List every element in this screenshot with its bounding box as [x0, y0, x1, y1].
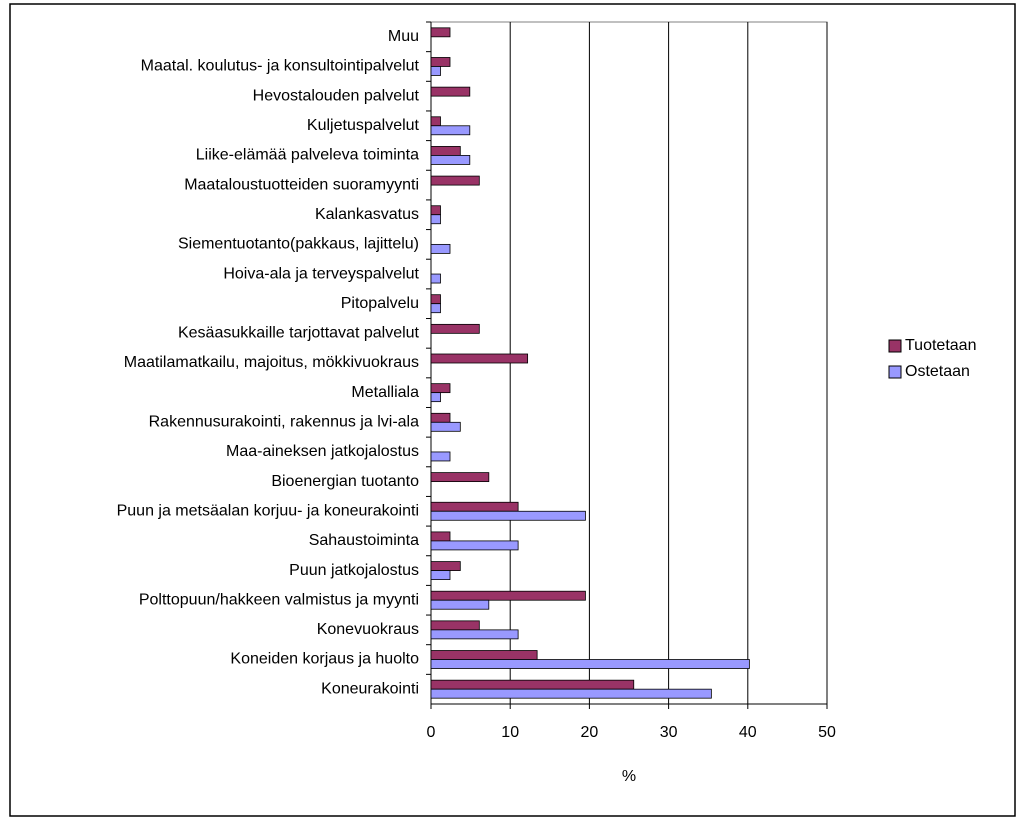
- x-tick-label: 0: [427, 724, 436, 741]
- bar: [430, 205, 441, 216]
- y-tick-label: Pitopalvelu: [341, 295, 419, 312]
- y-tick-label: Puun ja metsäalan korjuu- ja koneurakoin…: [117, 502, 419, 519]
- bar: [430, 650, 538, 660]
- x-tick-label: 50: [818, 724, 836, 741]
- bar: [430, 243, 451, 254]
- bar: [430, 303, 441, 314]
- y-tick-label: Maatal. koulutus- ja konsultointipalvelu…: [141, 58, 420, 75]
- bar: [430, 294, 441, 305]
- bar: [430, 214, 441, 225]
- bar: [430, 688, 712, 699]
- bar: [430, 421, 461, 432]
- bar: [430, 501, 519, 512]
- x-axis-label: %: [622, 768, 636, 785]
- bar: [430, 561, 461, 571]
- y-tick-label: Hoiva-ala ja terveyspalvelut: [223, 265, 419, 282]
- bar: [430, 392, 441, 403]
- bar: [430, 323, 480, 334]
- bar: [430, 383, 451, 394]
- y-tick-label: Bioenergian tuotanto: [271, 473, 419, 490]
- bar: [430, 510, 586, 521]
- y-tick-label: Konevuokraus: [317, 621, 419, 638]
- bar: [430, 412, 451, 423]
- y-tick-label: Sahaustoiminta: [309, 532, 419, 549]
- bar: [430, 86, 471, 97]
- bar: [430, 116, 441, 127]
- bar: [430, 620, 480, 631]
- y-tick-label: Maataloustuotteiden suoramyynti: [184, 176, 419, 193]
- bar: [430, 531, 451, 542]
- x-tick-label: 20: [581, 724, 599, 741]
- y-tick-label: Hevostalouden palvelut: [253, 87, 420, 104]
- legend-swatch: [888, 339, 902, 353]
- legend-label: Ostetaan: [905, 363, 970, 380]
- bar: [430, 472, 490, 483]
- bar: [430, 27, 451, 38]
- bar: [430, 155, 471, 165]
- y-tick-label: Metalliala: [351, 384, 419, 401]
- bar: [430, 353, 529, 364]
- y-tick-label: Siementuotanto(pakkaus, lajittelu): [178, 236, 419, 253]
- x-tick-label: 30: [660, 724, 678, 741]
- x-tick-label: 10: [501, 724, 519, 741]
- y-tick-label: Maa-aineksen jatkojalostus: [226, 443, 419, 460]
- bar: [430, 125, 471, 136]
- y-tick-label: Rakennusurakointi, rakennus ja lvi-ala: [149, 414, 419, 431]
- y-tick-label: Polttopuun/hakkeen valmistus ja myynti: [139, 591, 419, 608]
- legend-label: Tuotetaan: [905, 337, 976, 354]
- y-tick-label: Koneurakointi: [321, 680, 419, 697]
- bar: [430, 451, 451, 462]
- bar: [430, 629, 519, 640]
- y-tick-label: Liike-elämää palveleva toiminta: [196, 147, 419, 164]
- y-tick-label: Kalankasvatus: [315, 206, 419, 223]
- y-tick-label: Maatilamatkailu, majoitus, mökkivuokraus: [124, 354, 419, 371]
- y-tick-label: Kesäasukkaille tarjottavat palvelut: [178, 325, 420, 342]
- bar: [430, 146, 461, 156]
- legend-swatch: [888, 365, 902, 379]
- y-tick-label: Muu: [388, 28, 419, 45]
- bar: [430, 175, 480, 186]
- y-tick-label: Puun jatkojalostus: [289, 562, 419, 579]
- bar: [430, 659, 750, 669]
- bar: [430, 679, 635, 690]
- x-tick-label: 40: [739, 724, 757, 741]
- bar: [430, 599, 490, 610]
- bar: [430, 273, 441, 284]
- bar: [430, 570, 451, 580]
- y-tick-label: Kuljetuspalvelut: [307, 117, 420, 134]
- y-tick-label: Koneiden korjaus ja huolto: [230, 651, 419, 668]
- bar: [430, 57, 451, 67]
- bar: [430, 540, 519, 551]
- bar: [430, 66, 441, 76]
- bar: [430, 590, 586, 601]
